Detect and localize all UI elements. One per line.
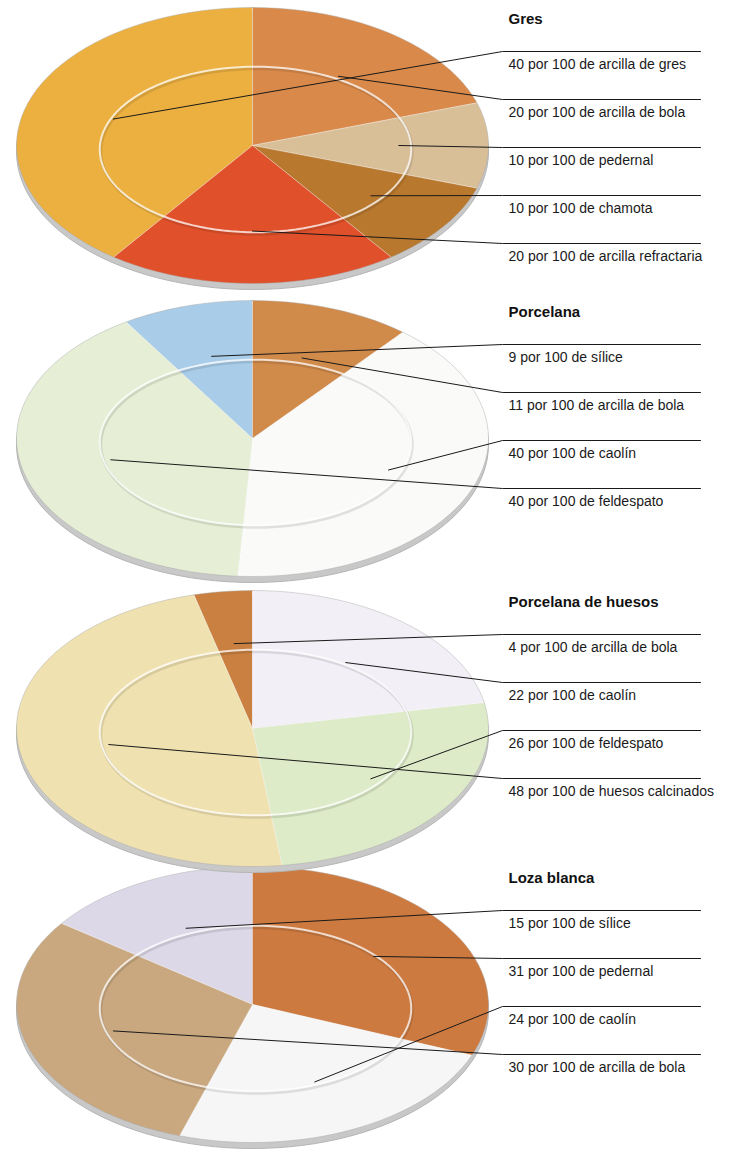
svg-text:22 por 100 de caolín: 22 por 100 de caolín (509, 687, 637, 703)
svg-text:40 por 100 de feldespato: 40 por 100 de feldespato (509, 493, 664, 509)
svg-text:40 por 100 de arcilla de gres: 40 por 100 de arcilla de gres (509, 56, 686, 72)
svg-text:40 por 100 de caolín: 40 por 100 de caolín (509, 445, 637, 461)
svg-text:Porcelana: Porcelana (509, 303, 581, 320)
svg-text:Porcelana de huesos: Porcelana de huesos (509, 593, 659, 610)
svg-text:10 por 100 de pedernal: 10 por 100 de pedernal (509, 152, 654, 168)
svg-text:48 por 100 de huesos calcinado: 48 por 100 de huesos calcinados (509, 783, 714, 799)
svg-text:4 por 100 de arcilla de bola: 4 por 100 de arcilla de bola (509, 639, 678, 655)
svg-text:20 por 100 de arcilla de bola: 20 por 100 de arcilla de bola (509, 104, 686, 120)
svg-text:31 por 100 de pedernal: 31 por 100 de pedernal (509, 963, 654, 979)
svg-text:24 por 100 de caolín: 24 por 100 de caolín (509, 1011, 637, 1027)
svg-text:26 por 100 de feldespato: 26 por 100 de feldespato (509, 735, 664, 751)
svg-text:20 por 100 de arcilla refracta: 20 por 100 de arcilla refractaria (509, 248, 703, 264)
svg-text:Gres: Gres (509, 10, 543, 27)
svg-text:10 por 100 de chamota: 10 por 100 de chamota (509, 200, 653, 216)
svg-text:30 por 100 de arcilla de bola: 30 por 100 de arcilla de bola (509, 1059, 686, 1075)
svg-text:Loza blanca: Loza blanca (509, 869, 596, 886)
svg-text:11 por 100 de arcilla de bola: 11 por 100 de arcilla de bola (509, 397, 685, 413)
svg-text:9 por 100 de sílice: 9 por 100 de sílice (509, 349, 624, 365)
svg-text:15 por 100 de sílice: 15 por 100 de sílice (509, 915, 631, 931)
